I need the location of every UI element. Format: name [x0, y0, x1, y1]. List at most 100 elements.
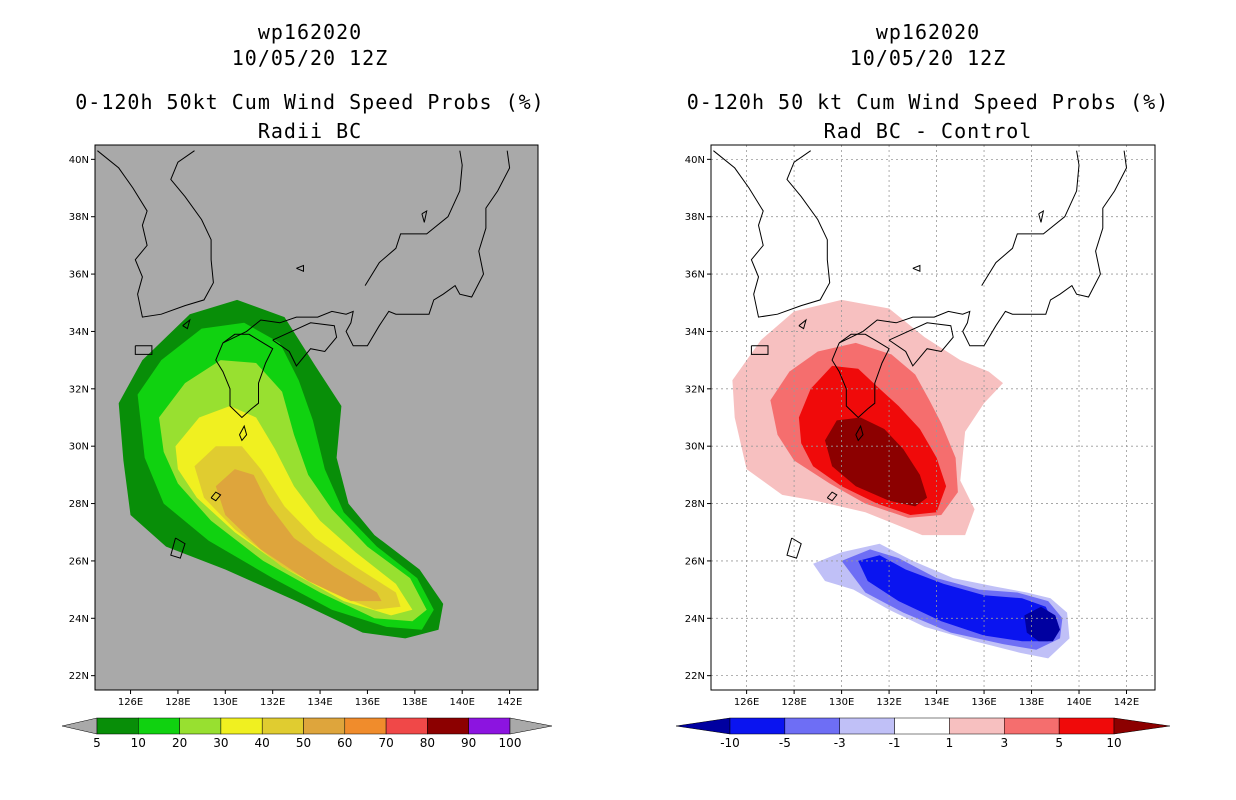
lon-tick-label: 138E: [402, 697, 427, 708]
lat-tick-label: 24N: [685, 614, 705, 625]
lon-tick-label: 130E: [213, 697, 238, 708]
right-chart-title: 0-120h 50 kt Cum Wind Speed Probs (%): [686, 90, 1170, 114]
colorbar-low-arrow: [61, 717, 98, 735]
contour-neg-5: [858, 555, 1056, 642]
colorbar-swatch: [261, 717, 304, 735]
lat-tick-label: 30N: [685, 442, 705, 453]
colorbar-label: -10: [720, 736, 740, 750]
coastline-11: [1038, 209, 1045, 223]
grid-lines: [711, 145, 1155, 690]
left-chart-title: 0-120h 50kt Cum Wind Speed Probs (%): [75, 90, 545, 114]
lat-tick-label: 36N: [69, 270, 89, 281]
coastline-5: [134, 345, 153, 355]
coastline-7: [239, 424, 248, 442]
coastline-2: [831, 333, 890, 419]
lat-tick-label: 28N: [69, 499, 89, 510]
lon-tick-label: 140E: [1066, 697, 1091, 708]
coastline-0: [97, 150, 214, 318]
lon-tick-label: 142E: [497, 697, 522, 708]
lat-tick-label: 22N: [685, 671, 705, 682]
coastline-9: [170, 537, 186, 559]
colorbar-swatch: [1058, 717, 1115, 735]
lon-tick-label: 132E: [876, 697, 901, 708]
colorbar-swatch: [784, 717, 840, 735]
colorbar-swatch: [385, 717, 428, 735]
lat-tick-label: 28N: [685, 499, 705, 510]
coastline-3: [272, 322, 338, 367]
colorbar-label: 1: [946, 736, 954, 750]
colorbar-label: 5: [93, 736, 101, 750]
lat-tick-label: 38N: [69, 212, 89, 223]
lon-tick-label: 134E: [307, 697, 332, 708]
colorbar-label: -5: [779, 736, 791, 750]
lon-tick-label: 136E: [971, 697, 996, 708]
coastline-7: [855, 424, 864, 442]
lat-tick-label: 40N: [69, 155, 89, 166]
lat-tick-label: 36N: [685, 270, 705, 281]
lat-tick-label: 26N: [69, 556, 89, 567]
coastline-1: [222, 150, 511, 347]
probability-fills: [118, 299, 444, 639]
colorbar-label: 3: [1000, 736, 1008, 750]
map-frame: [94, 144, 539, 691]
colorbar-swatch: [96, 717, 139, 735]
lon-tick-label: 130E: [829, 697, 854, 708]
coastlines: [97, 150, 511, 559]
colorbar-label: 60: [337, 736, 352, 750]
coastline-3: [888, 322, 954, 367]
lat-tick-label: 22N: [69, 671, 89, 682]
colorbar-label: 80: [420, 736, 435, 750]
colorbar-label: 10: [131, 736, 146, 750]
colorbar-label: 90: [461, 736, 476, 750]
colorbar-swatch: [344, 717, 387, 735]
lon-tick-label: 132E: [260, 697, 285, 708]
colorbar-swatch: [303, 717, 346, 735]
contour-50-pct: [215, 469, 382, 602]
right-map-panel: 126E 128E 130E 132E 134E 136E 138E 140E 142E 22N 2…: [675, 144, 1171, 750]
coastline-10: [296, 264, 304, 272]
colorbar-low-arrow: [675, 717, 731, 735]
lon-tick-label: 142E: [1114, 697, 1139, 708]
coastline-8: [210, 491, 222, 502]
coastline-4: [364, 150, 463, 286]
right-storm-id: wp162020: [875, 20, 981, 44]
lat-tick-label: 26N: [685, 556, 705, 567]
coastline-8: [826, 491, 838, 502]
colorbar-label: -3: [834, 736, 846, 750]
left-storm-id: wp162020: [257, 20, 363, 44]
colorbar: -10 -5 -3 -1 1 3 5 10: [675, 717, 1171, 750]
colorbar-high-arrow: [509, 717, 553, 735]
lon-tick-label: 126E: [734, 697, 759, 708]
contour-neg-10: [1024, 606, 1060, 642]
lon-tick-label: 126E: [118, 697, 143, 708]
lat-tick-label: 30N: [69, 442, 89, 453]
lat-tick-label: 38N: [685, 212, 705, 223]
colorbar-label: 30: [213, 736, 228, 750]
colorbar: 5 10 20 30 40 50 60 70 80 90 100: [61, 717, 553, 750]
coastline-10: [912, 264, 921, 272]
coastline-11: [421, 210, 428, 223]
lat-tick-label: 34N: [685, 327, 705, 338]
colorbar-swatch: [220, 717, 263, 735]
coastlines: [713, 150, 1128, 559]
colorbar-swatch: [949, 717, 1005, 735]
colorbar-label: -1: [889, 736, 901, 750]
probability-fills: [732, 299, 1070, 659]
colorbar-label: 100: [499, 736, 522, 750]
contour-pos-10: [825, 417, 928, 507]
colorbar-swatch: [894, 717, 950, 735]
colorbar-swatch: [729, 717, 786, 735]
colorbar-label: 10: [1106, 736, 1121, 750]
colorbar-label: 5: [1055, 736, 1063, 750]
map-frame: [710, 144, 1156, 691]
coastline-5: [750, 345, 769, 355]
colorbar-swatch: [179, 717, 222, 735]
colorbar-swatch: [468, 717, 511, 735]
coastline-2: [215, 333, 274, 419]
colorbar-swatch: [138, 717, 180, 735]
colorbar-high-arrow: [1113, 717, 1171, 735]
coastline-9: [786, 537, 802, 559]
lat-tick-label: 32N: [69, 384, 89, 395]
colorbar-label: 70: [378, 736, 393, 750]
